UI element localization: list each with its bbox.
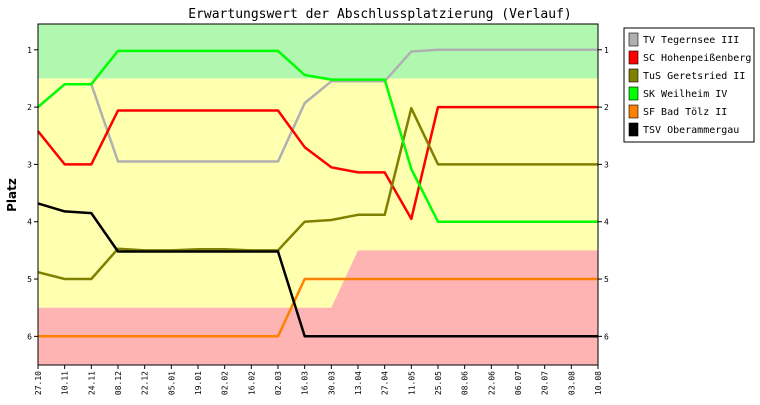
- x-tick-label: 02.03: [274, 371, 283, 395]
- legend-label: TuS Geretsried II: [643, 71, 745, 82]
- x-tick-label: 25.05: [434, 371, 443, 395]
- y-tick-label-right: 3: [604, 160, 609, 169]
- y-tick-label-right: 6: [604, 332, 609, 341]
- y-tick-label-left: 1: [27, 46, 32, 55]
- legend-swatch: [628, 86, 639, 101]
- x-tick-label: 08.06: [461, 371, 470, 395]
- legend-label: SF Bad Tölz II: [643, 107, 727, 118]
- series-line-3: [37, 49, 598, 223]
- x-tick-label: 27.04: [381, 371, 390, 395]
- legend-label: SC Hohenpeißenberg: [643, 53, 751, 64]
- legend-box: [623, 27, 755, 143]
- series-line-0: [37, 48, 598, 163]
- series-line-2: [37, 106, 598, 281]
- y-axis-label: Platz: [5, 178, 19, 212]
- y-tick-label-left: 3: [27, 160, 32, 169]
- x-tick-label: 22.12: [141, 371, 150, 395]
- x-tick-label: 13.04: [354, 371, 363, 395]
- plot-bands: [38, 24, 598, 365]
- y-tick-label-left: 2: [27, 103, 32, 112]
- x-tick-label: 16.03: [301, 371, 310, 395]
- x-tick-label: 16.02: [247, 371, 256, 395]
- legend-swatch: [628, 50, 639, 65]
- legend-label: TSV Oberammergau: [643, 125, 739, 136]
- x-tick-label: 03.08: [567, 371, 576, 395]
- series-line-1: [37, 105, 598, 221]
- plot-frame: [37, 23, 599, 366]
- y-tick-label-left: 4: [27, 218, 32, 227]
- y-tick-label-right: 5: [604, 275, 609, 284]
- y-tick-label-left: 5: [27, 275, 32, 284]
- plot-lines: [37, 48, 598, 338]
- series-line-4: [38, 277, 598, 338]
- y-tick-label-right: 2: [604, 103, 609, 112]
- series-line-5: [37, 202, 598, 338]
- legend-swatch: [628, 122, 639, 137]
- legend: TV Tegernsee III SC Hohenpeißenberg TuS Ge…: [623, 27, 755, 143]
- legend-swatch: [628, 104, 639, 119]
- x-tick-label: 02.02: [221, 371, 230, 395]
- x-tick-label: 19.01: [194, 371, 203, 395]
- y-tick-label-right: 1: [604, 46, 609, 55]
- legend-swatch: [628, 32, 639, 47]
- x-tick-label: 24.11: [87, 371, 96, 395]
- x-tick-label: 06.07: [514, 371, 523, 395]
- x-tick-label: 22.06: [487, 371, 496, 395]
- x-tick-label: 27.10: [34, 371, 43, 395]
- x-tick-label: 10.11: [61, 371, 70, 395]
- x-tick-label: 10.08: [594, 371, 603, 395]
- chart-title: Erwartungswert der Abschlussplatzierung …: [188, 7, 572, 22]
- y-tick-label-left: 6: [27, 332, 32, 341]
- y-tick-label-right: 4: [604, 218, 609, 227]
- x-tick-label: 20.07: [541, 371, 550, 395]
- legend-swatch: [628, 68, 639, 83]
- legend-label: TV Tegernsee III: [643, 35, 739, 46]
- axes: 1 1 2 2 3 3 4 4 5 5 6 6 27.10 10.11 24.11 08.12 22.12 05.…: [27, 46, 609, 395]
- x-tick-label: 08.12: [114, 371, 123, 395]
- x-tick-label: 05.01: [167, 371, 176, 395]
- legend-label: SK Weilheim IV: [643, 89, 727, 100]
- x-tick-label: 30.03: [327, 371, 336, 395]
- x-tick-label: 11.05: [407, 371, 416, 395]
